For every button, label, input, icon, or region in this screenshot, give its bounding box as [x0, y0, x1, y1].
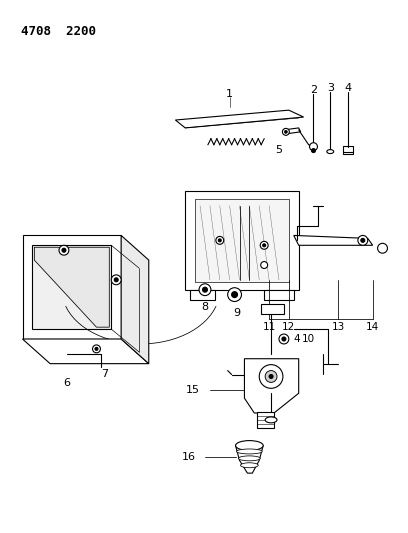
Circle shape — [282, 128, 289, 135]
Circle shape — [261, 262, 268, 269]
Polygon shape — [257, 412, 274, 428]
Text: 4708  2200: 4708 2200 — [20, 25, 95, 38]
Circle shape — [358, 236, 368, 245]
Circle shape — [93, 345, 100, 353]
Text: 13: 13 — [332, 322, 345, 332]
Text: 9: 9 — [233, 309, 240, 318]
Text: 11: 11 — [262, 322, 276, 332]
Polygon shape — [185, 191, 299, 289]
Text: 12: 12 — [282, 322, 295, 332]
Bar — [343, 146, 353, 154]
Text: 4: 4 — [344, 84, 352, 93]
Polygon shape — [34, 247, 109, 327]
Circle shape — [216, 237, 224, 244]
Polygon shape — [190, 289, 215, 300]
Text: 7: 7 — [102, 368, 109, 378]
Circle shape — [260, 241, 268, 249]
Polygon shape — [235, 446, 263, 473]
Polygon shape — [121, 236, 149, 364]
Text: 10: 10 — [302, 334, 315, 344]
Text: 15: 15 — [186, 385, 200, 395]
Circle shape — [59, 245, 69, 255]
Polygon shape — [175, 110, 304, 128]
Circle shape — [114, 278, 118, 282]
Circle shape — [232, 292, 237, 297]
Circle shape — [228, 288, 242, 302]
Polygon shape — [261, 304, 284, 314]
Circle shape — [284, 131, 287, 133]
Polygon shape — [294, 236, 373, 245]
Ellipse shape — [240, 463, 258, 468]
Text: 8: 8 — [202, 302, 208, 312]
Circle shape — [377, 244, 388, 253]
Polygon shape — [264, 289, 294, 300]
Polygon shape — [32, 245, 111, 329]
Circle shape — [199, 284, 211, 296]
Circle shape — [279, 334, 289, 344]
Circle shape — [218, 239, 221, 242]
Ellipse shape — [237, 449, 262, 454]
Text: 3: 3 — [327, 84, 334, 93]
Text: 1: 1 — [226, 90, 233, 99]
Circle shape — [265, 370, 277, 382]
Circle shape — [312, 149, 315, 152]
Text: 5: 5 — [275, 144, 282, 155]
Circle shape — [202, 287, 207, 292]
Text: 6: 6 — [63, 378, 71, 389]
Text: 14: 14 — [366, 322, 379, 332]
Circle shape — [95, 348, 98, 350]
Circle shape — [263, 244, 266, 247]
Ellipse shape — [265, 417, 277, 423]
Circle shape — [269, 375, 273, 378]
Text: 4: 4 — [294, 334, 300, 344]
Polygon shape — [284, 128, 301, 134]
Circle shape — [259, 365, 283, 389]
Text: 2: 2 — [310, 85, 317, 95]
Polygon shape — [22, 236, 121, 339]
Polygon shape — [244, 359, 299, 413]
Polygon shape — [22, 339, 149, 364]
Circle shape — [282, 337, 286, 341]
Ellipse shape — [327, 150, 334, 154]
Ellipse shape — [235, 441, 263, 450]
Text: 16: 16 — [182, 453, 196, 462]
Ellipse shape — [239, 456, 260, 461]
Circle shape — [361, 238, 365, 243]
Circle shape — [62, 248, 66, 252]
Polygon shape — [195, 199, 289, 282]
Circle shape — [111, 275, 121, 285]
Circle shape — [310, 143, 317, 151]
